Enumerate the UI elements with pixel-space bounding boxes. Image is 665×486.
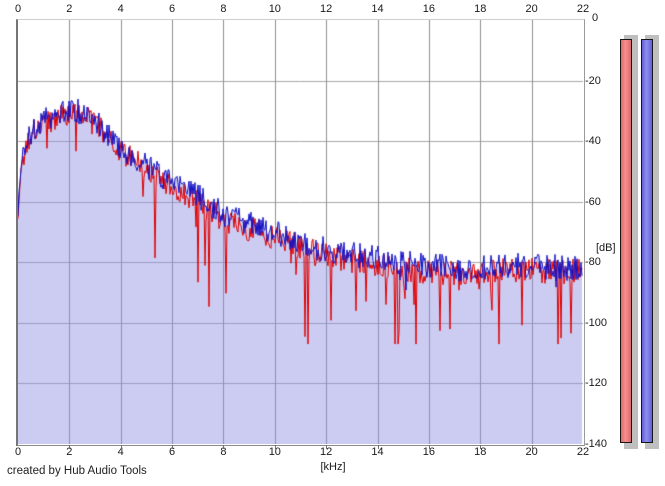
y-tick-label: -20 — [585, 74, 601, 87]
x-tick-label-bottom: 4 — [117, 446, 124, 458]
x-tick-label-bottom: 2 — [66, 446, 73, 458]
x-tick-mark — [480, 445, 482, 449]
y-tick-label: -120 — [585, 377, 608, 390]
x-tick-mark — [172, 445, 174, 449]
x-tick-label-bottom: 8 — [220, 446, 227, 458]
x-tick-label-top: 12 — [320, 3, 333, 15]
x-tick-label-bottom: 12 — [320, 446, 333, 458]
y-tick-label: -100 — [585, 316, 608, 329]
y-tick-label: -80 — [585, 256, 601, 269]
x-tick-label-top: 20 — [525, 3, 538, 15]
x-tick-label-bottom: 22 — [576, 446, 590, 458]
spectrum-canvas — [18, 20, 583, 444]
x-tick-label-top: 14 — [371, 3, 384, 15]
x-tick-mark — [531, 445, 533, 449]
plot-area — [16, 19, 585, 446]
x-tick-label-bottom: 16 — [422, 446, 436, 458]
left-level-meter — [620, 39, 632, 443]
x-tick-label-bottom: 6 — [169, 446, 176, 458]
x-tick-label-top: 22 — [576, 3, 590, 15]
x-tick-label-top: 2 — [66, 3, 73, 15]
db-unit-label: [dB] — [596, 242, 616, 254]
x-tick-mark — [326, 445, 328, 449]
x-tick-label-bottom: 20 — [525, 446, 538, 458]
x-tick-label-top: 18 — [474, 3, 487, 15]
x-tick-label-top: 0 — [14, 3, 22, 15]
x-tick-label-top: 10 — [268, 3, 281, 15]
x-tick-mark — [223, 445, 225, 449]
x-tick-label-top: 16 — [422, 3, 436, 15]
right-level-meter — [641, 39, 653, 443]
x-tick-mark — [69, 445, 71, 449]
x-tick-label-bottom: 18 — [474, 446, 487, 458]
khz-unit-label: [kHz] — [320, 461, 346, 473]
x-tick-label-top: 6 — [169, 3, 176, 15]
x-tick-mark — [120, 445, 122, 449]
x-tick-mark — [377, 445, 379, 449]
x-tick-label-top: 4 — [117, 3, 124, 15]
credit-text: created by Hub Audio Tools — [7, 465, 147, 477]
x-tick-label-bottom: 14 — [371, 446, 384, 458]
y-tick-label: -40 — [585, 135, 601, 148]
x-tick-label-bottom: 10 — [268, 446, 281, 458]
x-tick-label-bottom: 0 — [14, 446, 22, 458]
x-tick-mark — [274, 445, 276, 449]
y-tick-label: 0 — [592, 12, 599, 24]
x-tick-mark — [428, 445, 430, 449]
x-tick-label-top: 8 — [220, 3, 227, 15]
y-tick-label: -60 — [585, 195, 601, 208]
y-tick-label: -140 — [585, 438, 608, 450]
